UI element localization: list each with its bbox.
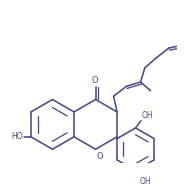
Text: HO: HO — [11, 132, 23, 141]
Text: OH: OH — [142, 111, 153, 120]
Text: O: O — [91, 76, 98, 85]
Text: O: O — [96, 152, 103, 161]
Text: OH: OH — [140, 177, 152, 184]
